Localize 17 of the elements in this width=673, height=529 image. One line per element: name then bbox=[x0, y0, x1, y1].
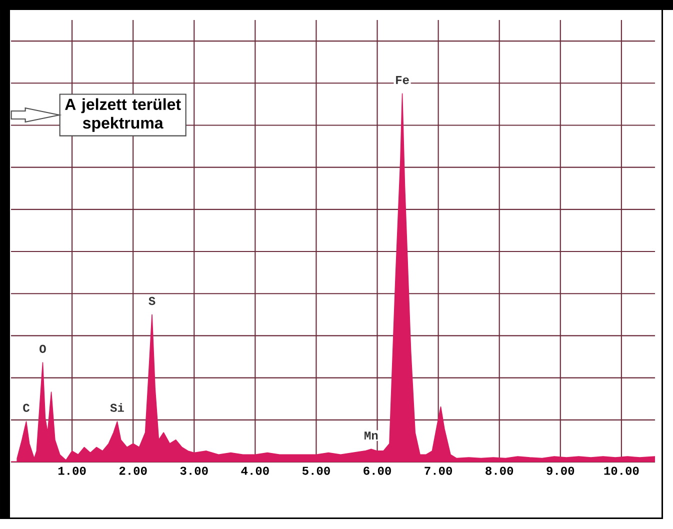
annotation: Mn bbox=[364, 432, 378, 440]
annotation: C bbox=[23, 404, 30, 412]
x-tick-label: 10.00 bbox=[604, 466, 639, 475]
x-tick-label: 3.00 bbox=[180, 466, 208, 475]
x-tick-label: 9.00 bbox=[546, 466, 574, 475]
x-tick-label: 7.00 bbox=[424, 466, 452, 475]
x-tick-label: 8.00 bbox=[486, 466, 514, 475]
x-tick-label: 1.00 bbox=[58, 466, 86, 475]
x-tick-label: 2.00 bbox=[119, 466, 147, 475]
annotation: A jelzett terület spektruma bbox=[65, 98, 181, 132]
x-tick-label: 4.00 bbox=[241, 466, 269, 475]
annotation: Fe bbox=[396, 76, 409, 84]
annotation: S bbox=[148, 296, 156, 306]
annotation: O bbox=[40, 344, 46, 353]
x-tick-label: 5.00 bbox=[302, 466, 330, 475]
annotation: Si bbox=[110, 403, 124, 412]
x-tick-label: 6.00 bbox=[364, 466, 391, 475]
